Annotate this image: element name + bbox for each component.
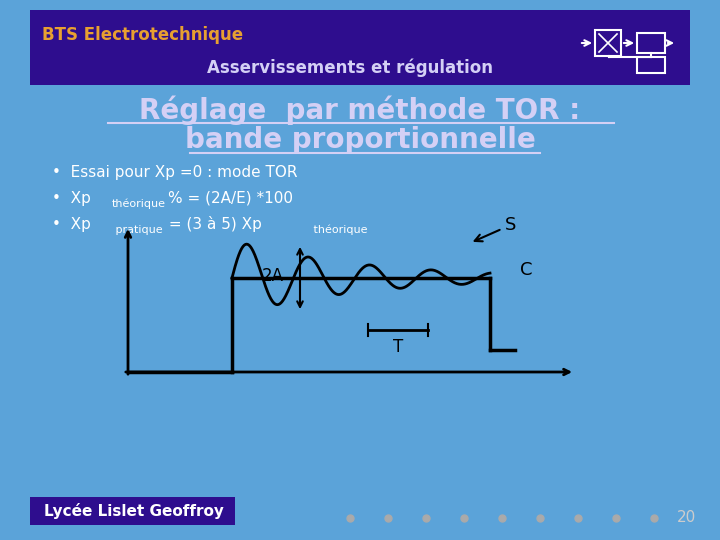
Text: théorique: théorique	[310, 225, 367, 235]
Text: Réglage  par méthode TOR :: Réglage par méthode TOR :	[140, 95, 580, 125]
Text: T: T	[393, 338, 403, 356]
Text: C: C	[520, 261, 533, 279]
Text: Asservissements et régulation: Asservissements et régulation	[207, 59, 493, 77]
Text: théorique: théorique	[112, 199, 166, 209]
Text: 2A: 2A	[262, 267, 284, 285]
Text: % = (2A/E) *100: % = (2A/E) *100	[168, 191, 293, 206]
Text: S: S	[474, 216, 516, 241]
Text: Lycée Lislet Geoffroy: Lycée Lislet Geoffroy	[44, 503, 224, 519]
Bar	[637, 33, 665, 53]
Text: BTS Electrotechnique: BTS Electrotechnique	[42, 26, 243, 44]
Bar	[637, 57, 665, 73]
Text: bande proportionnelle: bande proportionnelle	[184, 126, 536, 154]
Text: = (3 à 5) Xp: = (3 à 5) Xp	[164, 216, 262, 232]
Text: •  Xp: • Xp	[52, 191, 91, 206]
Text: •  Essai pour Xp =0 : mode TOR: • Essai pour Xp =0 : mode TOR	[52, 165, 297, 179]
Bar	[30, 497, 235, 525]
Bar	[595, 30, 621, 56]
Text: pratique: pratique	[112, 225, 163, 235]
Bar	[30, 10, 690, 85]
Text: •  Xp: • Xp	[52, 217, 91, 232]
Text: 20: 20	[676, 510, 696, 525]
